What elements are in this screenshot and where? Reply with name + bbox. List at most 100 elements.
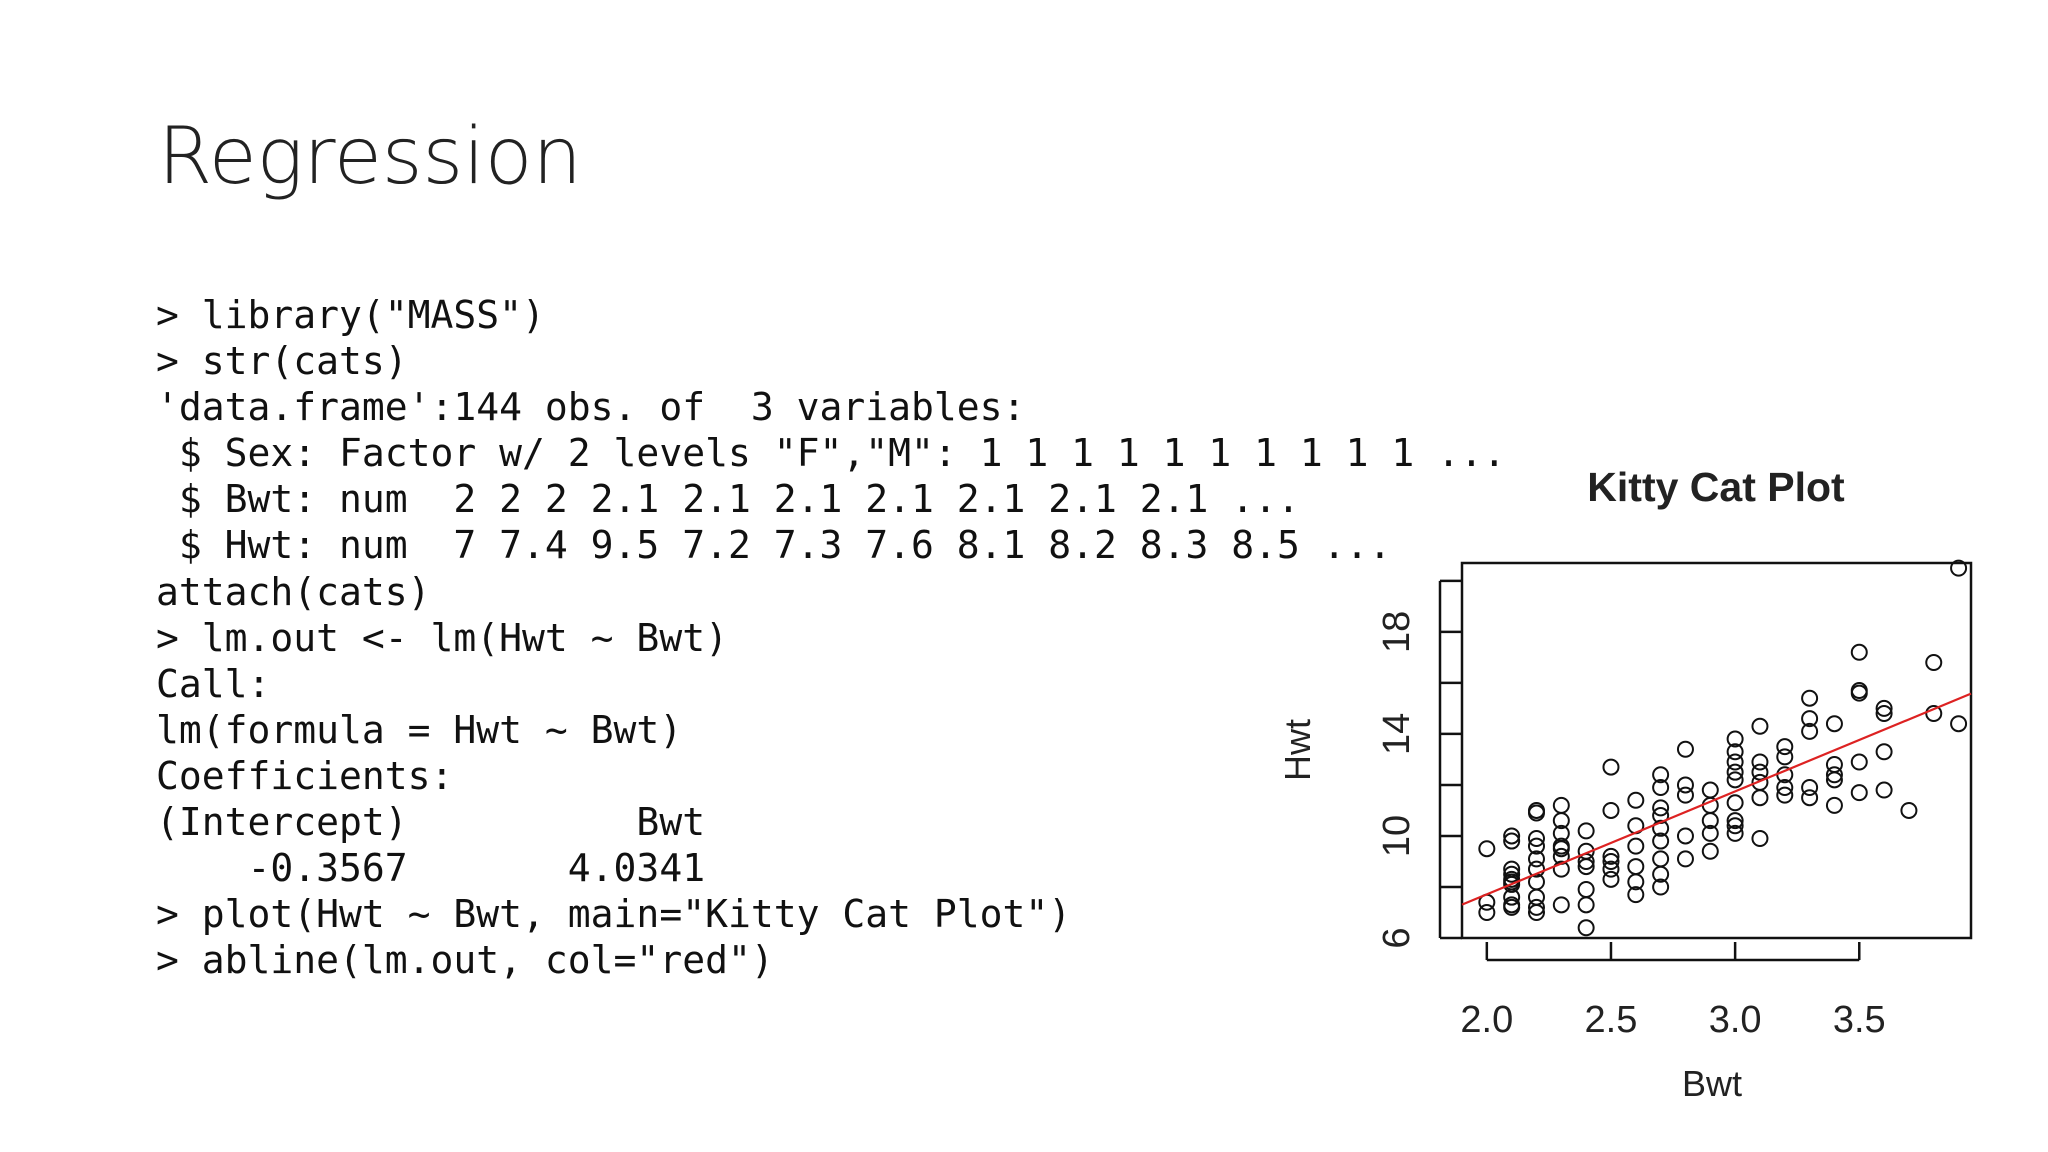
data-point xyxy=(1627,837,1645,855)
data-point xyxy=(1850,682,1868,700)
code-line: $ Sex: Factor w/ 2 levels "F","M": 1 1 1… xyxy=(156,431,1506,476)
code-line: > abline(lm.out, col="red") xyxy=(156,938,774,983)
data-point xyxy=(1875,699,1893,717)
data-point xyxy=(1527,888,1545,906)
data-point xyxy=(1577,842,1595,860)
data-point xyxy=(1552,824,1570,842)
data-point xyxy=(1701,824,1719,842)
x-axis: 2.0 2.5 3.0 3.5 xyxy=(1460,942,1886,1041)
data-point xyxy=(1503,896,1521,914)
chart-title: Kitty Cat Plot xyxy=(1587,464,1845,510)
data-point xyxy=(1701,781,1719,799)
data-point xyxy=(1726,794,1744,812)
data-point xyxy=(1776,738,1794,756)
data-point xyxy=(1776,748,1794,766)
data-point xyxy=(1527,801,1545,819)
data-point xyxy=(1527,830,1545,848)
data-point xyxy=(1627,886,1645,904)
data-point xyxy=(1652,878,1670,896)
data-point xyxy=(1602,870,1620,888)
data-point xyxy=(1701,842,1719,860)
code-line: > plot(Hwt ~ Bwt, main="Kitty Cat Plot") xyxy=(156,892,1072,937)
data-point xyxy=(1552,796,1570,814)
x-tick-label: 3.5 xyxy=(1833,999,1886,1041)
data-point xyxy=(1527,898,1545,916)
data-point xyxy=(1652,766,1670,784)
data-point xyxy=(1900,801,1918,819)
x-tick-label: 2.0 xyxy=(1460,999,1513,1041)
data-point xyxy=(1676,786,1694,804)
code-line: > str(cats) xyxy=(156,339,408,384)
data-point xyxy=(1577,881,1595,899)
x-axis-label: Bwt xyxy=(1682,1063,1742,1104)
y-axis: 6 10 14 18 xyxy=(1376,579,1462,949)
data-point xyxy=(1925,705,1943,723)
data-point xyxy=(1527,850,1545,868)
code-line: (Intercept) Bwt xyxy=(156,800,706,845)
code-line: > library("MASS") xyxy=(156,293,545,337)
data-point xyxy=(1850,753,1868,771)
data-point xyxy=(1602,758,1620,776)
code-line: $ Hwt: num 7 7.4 9.5 7.2 7.3 7.6 8.1 8.2… xyxy=(156,523,1392,568)
code-line: lm(formula = Hwt ~ Bwt) xyxy=(156,707,683,752)
code-line: attach(cats) xyxy=(156,569,431,614)
data-point xyxy=(1726,771,1744,789)
data-point xyxy=(1478,903,1496,921)
data-point xyxy=(1751,830,1769,848)
y-tick-label: 6 xyxy=(1376,927,1418,948)
data-point xyxy=(1726,743,1744,761)
data-point xyxy=(1676,776,1694,794)
data-point xyxy=(1751,773,1769,791)
plot-frame xyxy=(1460,561,1973,940)
x-tick-label: 2.5 xyxy=(1585,999,1638,1041)
data-point xyxy=(1801,789,1819,807)
code-line: > lm.out <- lm(Hwt ~ Bwt) xyxy=(156,615,728,660)
code-line: Call: xyxy=(156,661,271,706)
data-point xyxy=(1825,766,1843,784)
data-point xyxy=(1726,817,1744,835)
x-tick-label: 3.0 xyxy=(1709,999,1762,1041)
data-point xyxy=(1751,763,1769,781)
data-point xyxy=(1875,705,1893,723)
data-point xyxy=(1925,653,1943,671)
data-point xyxy=(1652,799,1670,817)
y-tick-label: 14 xyxy=(1376,713,1418,755)
data-point xyxy=(1676,740,1694,758)
data-point xyxy=(1577,822,1595,840)
data-point xyxy=(1801,778,1819,796)
data-point xyxy=(1776,786,1794,804)
data-point xyxy=(1950,559,1968,577)
data-point xyxy=(1801,722,1819,740)
y-tick-label: 10 xyxy=(1376,815,1418,857)
data-point xyxy=(1602,801,1620,819)
data-point xyxy=(1627,858,1645,876)
data-point xyxy=(1602,860,1620,878)
data-point xyxy=(1478,840,1496,858)
data-point xyxy=(1751,717,1769,735)
data-point xyxy=(1850,643,1868,661)
y-axis-label: Hwt xyxy=(1277,719,1318,781)
code-line: 'data.frame':144 obs. of 3 variables: xyxy=(156,385,1026,430)
data-point xyxy=(1552,896,1570,914)
data-point xyxy=(1527,837,1545,855)
data-points xyxy=(1478,559,1968,937)
data-point xyxy=(1577,896,1595,914)
code-line: $ Bwt: num 2 2 2 2.1 2.1 2.1 2.1 2.1 2.1… xyxy=(156,477,1300,522)
data-point xyxy=(1676,827,1694,845)
data-point xyxy=(1801,689,1819,707)
data-point xyxy=(1503,827,1521,845)
data-point xyxy=(1726,812,1744,830)
data-point xyxy=(1825,715,1843,733)
data-point xyxy=(1875,743,1893,761)
data-point xyxy=(1676,850,1694,868)
data-point xyxy=(1503,832,1521,850)
data-point xyxy=(1552,837,1570,855)
data-point xyxy=(1652,832,1670,850)
data-point xyxy=(1751,753,1769,771)
data-point xyxy=(1850,784,1868,802)
data-point xyxy=(1776,778,1794,796)
data-point xyxy=(1602,847,1620,865)
slide-title: Regression xyxy=(158,112,582,202)
data-point xyxy=(1875,781,1893,799)
